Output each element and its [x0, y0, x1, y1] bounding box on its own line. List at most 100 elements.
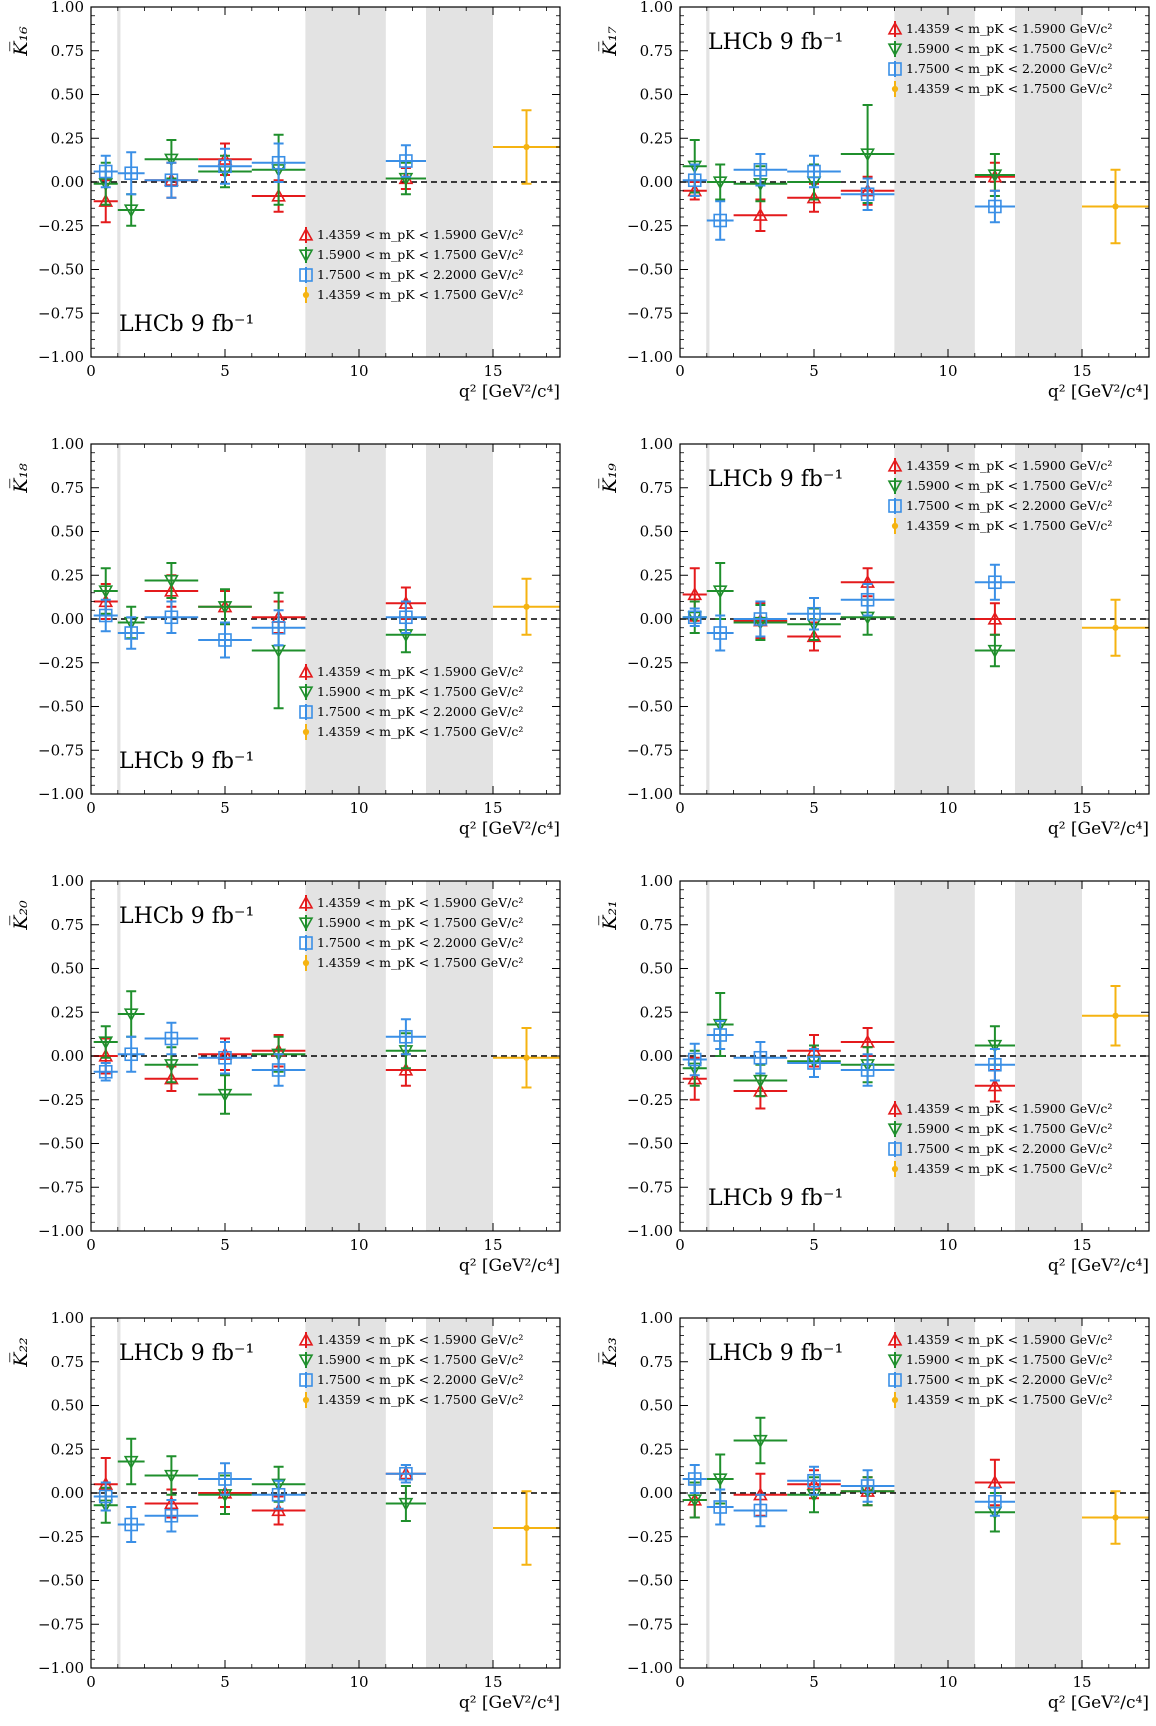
data-point: [706, 562, 734, 620]
data-marker: [98, 164, 113, 179]
data-marker: [271, 1063, 286, 1077]
legend-entry: 1.7500 < m_pK < 2.2000 GeV/c²: [888, 1141, 1112, 1157]
lhcb-watermark: LHCb 9 fb⁻¹: [708, 467, 843, 492]
legend-entry: 1.5900 < m_pK < 1.7500 GeV/c²: [298, 915, 523, 931]
y-tick-label: −1.00: [627, 1659, 673, 1677]
data-marker: [988, 1494, 1002, 1509]
data-point: [1082, 598, 1149, 657]
y-axis-label-text: K̅₁₇: [599, 26, 621, 57]
legend-entry: 1.4359 < m_pK < 1.5900 GeV/c²: [298, 664, 523, 680]
y-tick-label: −0.25: [38, 217, 84, 235]
lhcb-watermark: LHCb 9 fb⁻¹: [708, 30, 843, 55]
data-marker: [753, 612, 768, 626]
series-3: [93, 598, 426, 659]
data-marker: [753, 1050, 768, 1065]
legend-entry: 1.4359 < m_pK < 1.5900 GeV/c²: [298, 1332, 523, 1348]
legend-entry: 1.4359 < m_pK < 1.7500 GeV/c²: [891, 518, 1112, 534]
legend-marker: [887, 1123, 903, 1137]
y-tick-label: 0.75: [640, 42, 673, 60]
x-tick-label: 15: [1072, 1236, 1091, 1254]
y-tick-label: −0.75: [627, 304, 673, 322]
data-point: [1082, 1490, 1149, 1545]
chart-panel-18: 1.00 0.75 0.50 0.25 0.00 −0.25 −0.50 −0.75 −1.00…: [10, 435, 561, 839]
data-marker: [271, 620, 286, 635]
series-4: [493, 1490, 560, 1566]
y-axis-label-text: K̅₂₀: [10, 900, 32, 931]
x-axis-label: q² [GeV²/c⁴]: [1048, 1256, 1149, 1276]
data-point: [682, 1464, 707, 1494]
legend-marker: [298, 686, 314, 700]
data-marker: [98, 1048, 114, 1062]
data-point: [706, 200, 734, 241]
data-point: [733, 1041, 788, 1075]
data-marker: [687, 160, 703, 174]
data-marker: [1112, 1514, 1119, 1521]
data-point: [706, 614, 734, 652]
x-tick-label: 5: [809, 362, 819, 380]
data-marker: [164, 1508, 179, 1523]
series-4: [1082, 598, 1149, 657]
y-tick-label: −0.50: [627, 698, 673, 716]
x-tick-label: 15: [1072, 799, 1091, 817]
legend-marker: [302, 1396, 310, 1404]
y-tick-label: 0.75: [51, 916, 84, 934]
series-4: [1082, 985, 1149, 1047]
y-tick-label: 1.00: [640, 1309, 673, 1327]
legend: 1.4359 < m_pK < 1.5900 GeV/c² 1.5900 < m_…: [298, 227, 523, 303]
data-marker: [988, 199, 1002, 214]
y-tick-label: −1.00: [38, 1659, 84, 1677]
y-tick-label: −0.25: [38, 1528, 84, 1546]
y-tick-label: −0.50: [38, 1572, 84, 1590]
data-point: [682, 1042, 707, 1077]
legend-entry: 1.5900 < m_pK < 1.7500 GeV/c²: [298, 1352, 523, 1368]
data-marker: [123, 204, 139, 218]
data-marker: [987, 169, 1003, 183]
data-marker: [523, 603, 530, 610]
data-point: [733, 198, 788, 232]
data-marker: [807, 164, 821, 179]
series-3: [682, 1020, 1015, 1087]
legend-label: 1.7500 < m_pK < 2.2000 GeV/c²: [906, 1141, 1112, 1156]
data-point: [840, 583, 895, 617]
series-4: [493, 577, 560, 636]
vetoed-region: [117, 444, 121, 794]
legend-entry: 1.4359 < m_pK < 1.5900 GeV/c²: [298, 227, 523, 243]
data-marker: [399, 154, 413, 168]
x-tick-label: 15: [1072, 362, 1091, 380]
y-tick-label: 0.50: [640, 86, 673, 104]
legend-entry: 1.5900 < m_pK < 1.7500 GeV/c²: [298, 684, 523, 700]
legend-marker: [888, 1373, 902, 1387]
legend-label: 1.4359 < m_pK < 1.7500 GeV/c²: [906, 1392, 1112, 1407]
data-point: [840, 177, 895, 211]
data-point: [251, 1053, 306, 1087]
legend-label: 1.4359 < m_pK < 1.7500 GeV/c²: [906, 1161, 1112, 1176]
data-marker: [753, 1434, 768, 1449]
x-tick-label: 15: [483, 799, 502, 817]
data-point: [706, 1020, 734, 1050]
data-point: [974, 563, 1015, 601]
legend-entry: 1.4359 < m_pK < 1.7500 GeV/c²: [891, 1161, 1112, 1177]
data-point: [144, 600, 199, 634]
legend-label: 1.7500 < m_pK < 2.2000 GeV/c²: [317, 935, 523, 950]
lhcb-watermark: LHCb 9 fb⁻¹: [119, 904, 254, 929]
legend-entry: 1.5900 < m_pK < 1.7500 GeV/c²: [887, 1352, 1112, 1368]
legend-label: 1.4359 < m_pK < 1.7500 GeV/c²: [906, 518, 1112, 533]
legend-marker: [887, 43, 903, 57]
data-point: [117, 990, 145, 1038]
legend-label: 1.7500 < m_pK < 2.2000 GeV/c²: [906, 498, 1112, 513]
legend-marker: [298, 249, 314, 263]
lhcb-watermark: LHCb 9 fb⁻¹: [119, 1341, 254, 1366]
legend: 1.4359 < m_pK < 1.5900 GeV/c² 1.5900 < m_…: [887, 21, 1112, 97]
legend-label: 1.7500 < m_pK < 2.2000 GeV/c²: [317, 267, 523, 282]
data-marker: [399, 610, 413, 625]
x-tick-label: 5: [220, 799, 230, 817]
y-axis-label-text: K̅₂₁: [599, 900, 621, 930]
data-marker: [98, 193, 114, 207]
y-tick-label: 0.25: [51, 1440, 84, 1458]
x-tick-label: 10: [938, 1673, 957, 1691]
y-tick-label: −1.00: [38, 1222, 84, 1240]
y-tick-label: −0.75: [627, 1178, 673, 1196]
data-point: [733, 600, 788, 638]
data-point: [117, 1506, 145, 1543]
